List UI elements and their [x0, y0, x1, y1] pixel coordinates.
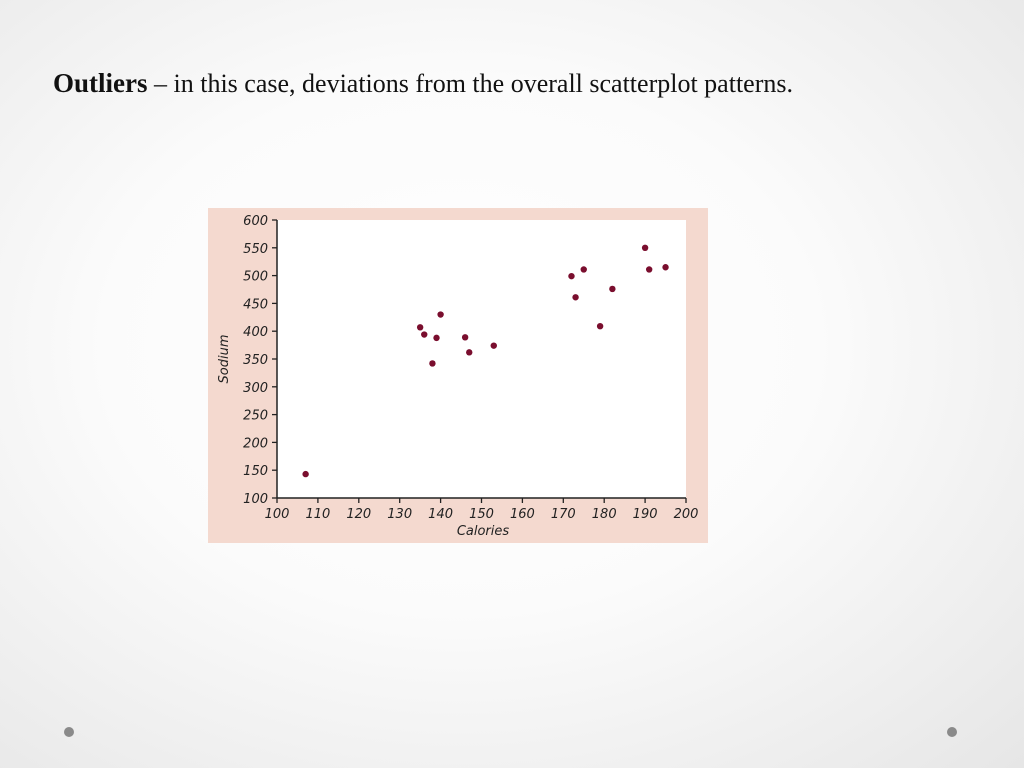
corner-dot-left	[64, 727, 74, 737]
y-tick-label: 350	[243, 353, 268, 368]
x-tick-label: 130	[387, 507, 412, 522]
data-point	[433, 334, 440, 342]
data-point	[568, 272, 575, 280]
data-point	[572, 294, 579, 301]
title-bold: Outliers	[53, 68, 148, 98]
data-point	[580, 266, 587, 273]
x-tick-label: 160	[510, 507, 535, 522]
y-tick-label: 450	[243, 297, 268, 312]
x-tick-label: 140	[428, 507, 453, 522]
x-tick-label: 190	[633, 507, 658, 522]
data-point	[437, 311, 444, 318]
x-tick-label: 200	[674, 507, 699, 522]
x-tick-label: 150	[469, 507, 494, 522]
x-tick-label: 180	[592, 507, 617, 522]
data-point	[421, 331, 428, 338]
data-point	[416, 324, 424, 331]
y-tick-label: 300	[243, 381, 268, 396]
data-point	[490, 342, 497, 349]
plot-area	[277, 220, 686, 498]
x-tick-label: 110	[305, 507, 330, 522]
scatterplot: 100 110 120 130 140 150 160 170 180 190 200 100 150 2…	[217, 214, 699, 539]
y-tick-label: 200	[243, 436, 268, 451]
data-point	[466, 349, 473, 356]
y-tick-label: 100	[243, 492, 268, 507]
x-tick-label: 170	[551, 507, 576, 522]
data-point	[429, 360, 436, 367]
y-tick-label: 600	[243, 214, 268, 229]
slide-title: Outliers – in this case, deviations from…	[53, 68, 793, 99]
x-tick-label: 120	[346, 507, 371, 522]
data-point	[662, 264, 669, 271]
y-tick-label: 500	[243, 270, 268, 285]
y-tick-label: 400	[243, 325, 268, 340]
data-point	[609, 285, 616, 293]
y-tick-label: 150	[243, 464, 268, 479]
x-axis-label: Calories	[457, 524, 510, 539]
data-point	[461, 334, 469, 341]
data-point	[302, 470, 309, 478]
y-axis-label: Sodium	[217, 335, 232, 384]
y-tick-label: 550	[243, 242, 268, 257]
data-point	[645, 266, 653, 273]
data-point	[596, 322, 604, 330]
x-tick-label: 100	[265, 507, 290, 522]
y-tick-label: 250	[243, 409, 268, 424]
corner-dot-right	[947, 727, 957, 737]
chart-panel: 100 110 120 130 140 150 160 170 180 190 200 100 150 2…	[208, 208, 708, 543]
data-point	[641, 244, 649, 251]
title-rest: – in this case, deviations from the over…	[147, 69, 793, 98]
